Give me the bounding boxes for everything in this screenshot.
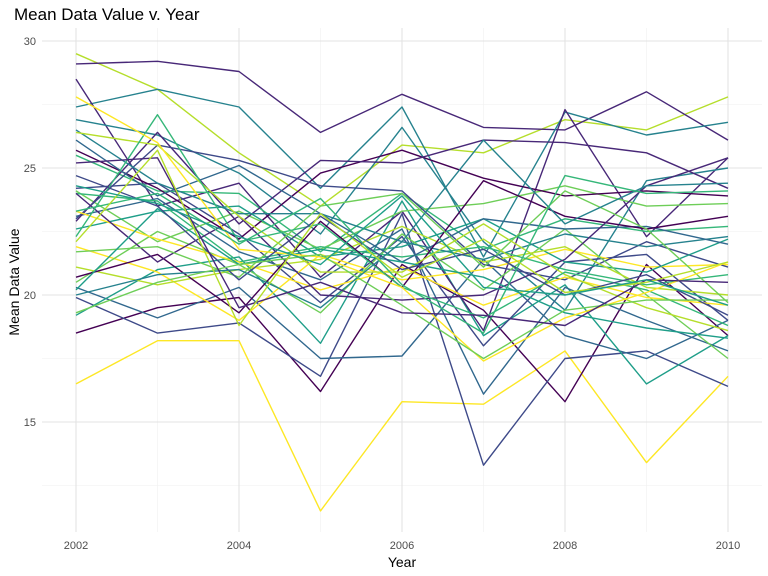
series-line-32 [75,96,729,362]
y-axis-title: Mean Data Value [6,228,22,335]
series-line-8 [75,88,729,258]
series-line-18 [75,144,729,281]
series-line-2 [75,263,729,403]
x-axis-title: Year [388,554,417,570]
series-line-11 [75,182,729,347]
y-tick-label: 30 [24,36,36,48]
series-line-28 [75,190,729,304]
series-line-35 [75,253,728,360]
series-line-21 [75,225,729,296]
x-tick-label: 2008 [553,540,577,552]
x-tick-label: 2004 [227,540,251,552]
series-line-15 [75,246,729,322]
series-line-38 [75,149,729,327]
series-line-12 [75,197,729,395]
x-tick-label: 2010 [716,540,740,552]
y-tick-labels: 15 20 25 30 [24,36,36,429]
series-line-31 [75,207,729,339]
series-line-1 [75,340,729,512]
series-line-27 [75,157,729,301]
series-line-22 [75,192,729,286]
x-tick-label: 2002 [64,540,88,552]
series-line-10 [75,119,729,311]
x-tick-label: 2006 [390,540,414,552]
series-line-33 [75,174,729,316]
series-line-17 [75,131,729,225]
y-tick-label: 25 [24,163,36,175]
chart-title: Mean Data Value v. Year [14,5,200,24]
series-line-16 [75,149,729,240]
series-line-20 [75,228,729,360]
series-line-7 [75,60,729,141]
series-line-39 [75,185,729,306]
x-tick-labels: 2002 2004 2006 2008 2010 [64,540,740,552]
y-tick-label: 15 [24,417,36,429]
y-tick-label: 20 [24,290,36,302]
series-line-3 [75,212,729,466]
series-line-29 [75,131,729,332]
series-line-34 [75,139,729,309]
series-layer [75,53,729,512]
series-line-6 [75,53,729,207]
series-line-36 [75,174,729,334]
series-line-5 [75,200,729,385]
